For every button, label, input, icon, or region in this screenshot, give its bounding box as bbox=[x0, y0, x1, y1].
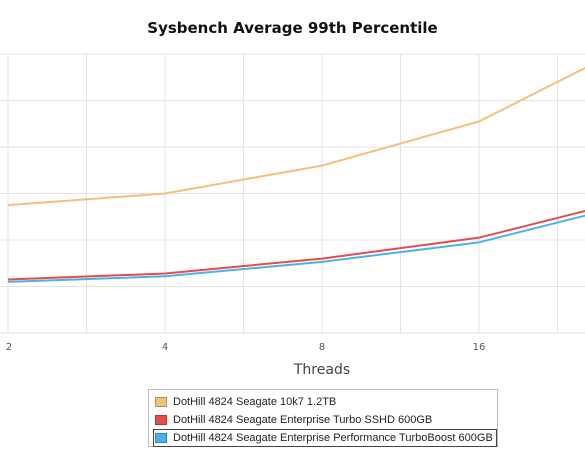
grid-lines bbox=[0, 53, 585, 334]
series-line-1[interactable] bbox=[7, 198, 585, 281]
series-line-2[interactable] bbox=[7, 203, 585, 283]
x-axis-ticks: 2 4 8 16 bbox=[6, 342, 486, 353]
x-axis-label: Threads bbox=[293, 362, 350, 378]
legend-label-10k7: DotHill 4824 Seagate 10k7 1.2TB bbox=[173, 396, 337, 408]
x-tick-label: 16 bbox=[473, 342, 486, 353]
legend-swatch-turboboost bbox=[155, 433, 167, 443]
chart-legend: DotHill 4824 Seagate 10k7 1.2TB DotHill … bbox=[148, 389, 498, 447]
x-tick-label: 2 bbox=[6, 342, 12, 353]
legend-item-turboboost[interactable]: DotHill 4824 Seagate Enterprise Performa… bbox=[153, 429, 497, 447]
legend-label-turboboost: DotHill 4824 Seagate Enterprise Performa… bbox=[173, 432, 493, 444]
series-layer bbox=[7, 42, 585, 283]
legend-swatch-10k7 bbox=[155, 397, 167, 407]
x-tick-label: 4 bbox=[162, 342, 168, 353]
legend-item-10k7[interactable]: DotHill 4824 Seagate 10k7 1.2TB bbox=[155, 393, 497, 411]
legend-item-turbo-sshd[interactable]: DotHill 4824 Seagate Enterprise Turbo SS… bbox=[155, 411, 497, 429]
chart-title: Sysbench Average 99th Percentile bbox=[147, 19, 438, 37]
legend-swatch-turbo-sshd bbox=[155, 415, 167, 425]
series-line-0[interactable] bbox=[7, 42, 585, 207]
x-tick-label: 8 bbox=[319, 342, 325, 353]
legend-label-turbo-sshd: DotHill 4824 Seagate Enterprise Turbo SS… bbox=[173, 414, 433, 426]
